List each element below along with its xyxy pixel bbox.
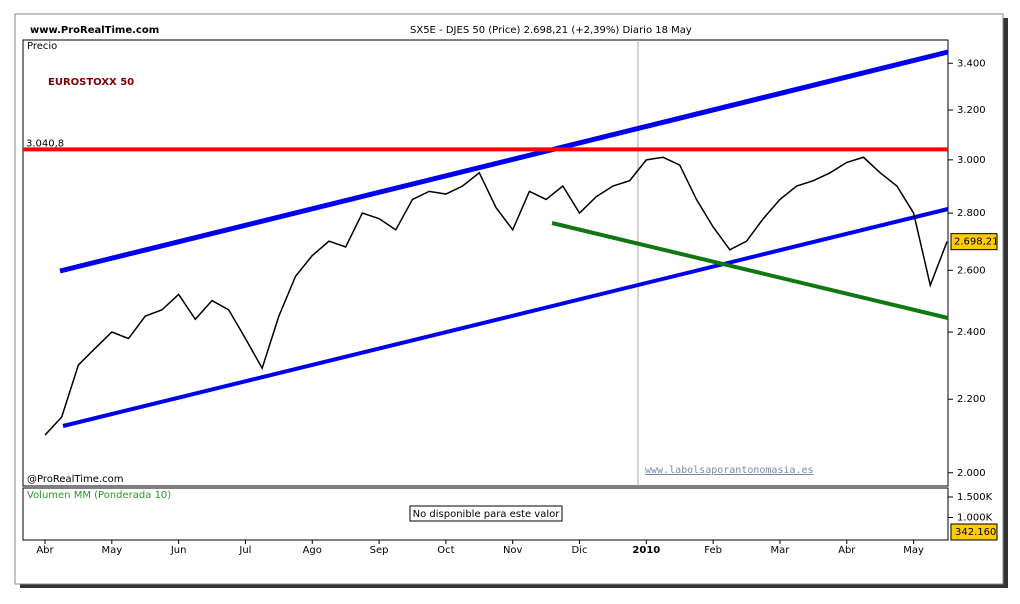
last-value-label: 2.698,21 <box>954 237 999 248</box>
y-tick-label: 2.200 <box>957 394 986 405</box>
price-line <box>44 156 948 436</box>
credit: @ProRealTime.com <box>27 474 123 485</box>
chart-title: EUROSTOXX 50 <box>48 77 134 88</box>
note-box <box>409 505 563 522</box>
x-tick-label: May <box>101 545 122 556</box>
x-tick-label: Mar <box>771 545 791 556</box>
plot-area <box>22 39 949 487</box>
trend-support <box>551 221 949 320</box>
volume-tag <box>950 523 998 541</box>
x-tick-label: Feb <box>704 545 722 556</box>
y-tick-label: 3.000 <box>957 155 986 166</box>
trend-channel-top <box>59 49 949 274</box>
axis-title: Precio <box>27 41 57 52</box>
y-tick-label: 3.200 <box>957 105 986 116</box>
volume-note: No disponible para este valor <box>413 509 561 520</box>
watermark: www.labolsaporantonomasia.es <box>645 465 814 476</box>
x-tick-label: Jul <box>238 545 251 556</box>
y-tick-label: 2.000 <box>957 468 986 479</box>
volume-tick-label: 1.000K <box>957 512 993 523</box>
x-tick-label: Abr <box>838 545 856 556</box>
volume-tag-label: 342.160 <box>955 527 996 538</box>
info: SX5E - DJES 50 (Price) 2.698,21 (+2,39%)… <box>410 25 692 36</box>
last-value-tag <box>950 233 998 251</box>
x-tick-label: Oct <box>437 545 454 556</box>
y-tick-label: 2.400 <box>957 327 986 338</box>
y-tick-label: 3.400 <box>957 58 986 69</box>
x-tick-label: Sep <box>370 545 389 556</box>
x-tick-label: Ago <box>303 545 322 556</box>
x-tick-label: Nov <box>503 545 523 556</box>
x-tick-label: May <box>903 545 924 556</box>
x-tick-label: Jun <box>170 545 187 556</box>
y-tick-label: 2.800 <box>957 208 986 219</box>
y-tick-label: 2.600 <box>957 265 986 276</box>
site: www.ProRealTime.com <box>30 25 159 36</box>
x-tick-label: Abr <box>36 545 54 556</box>
volume-title: Volumen MM (Ponderada 10) <box>27 490 171 501</box>
x-tick-label: Dic <box>572 545 588 556</box>
volume-tick-label: 1.500K <box>957 492 993 503</box>
x-tick-label: 2010 <box>632 545 660 556</box>
trend-channel-bottom <box>62 207 949 428</box>
resistance-label: 3.040,8 <box>26 138 64 149</box>
